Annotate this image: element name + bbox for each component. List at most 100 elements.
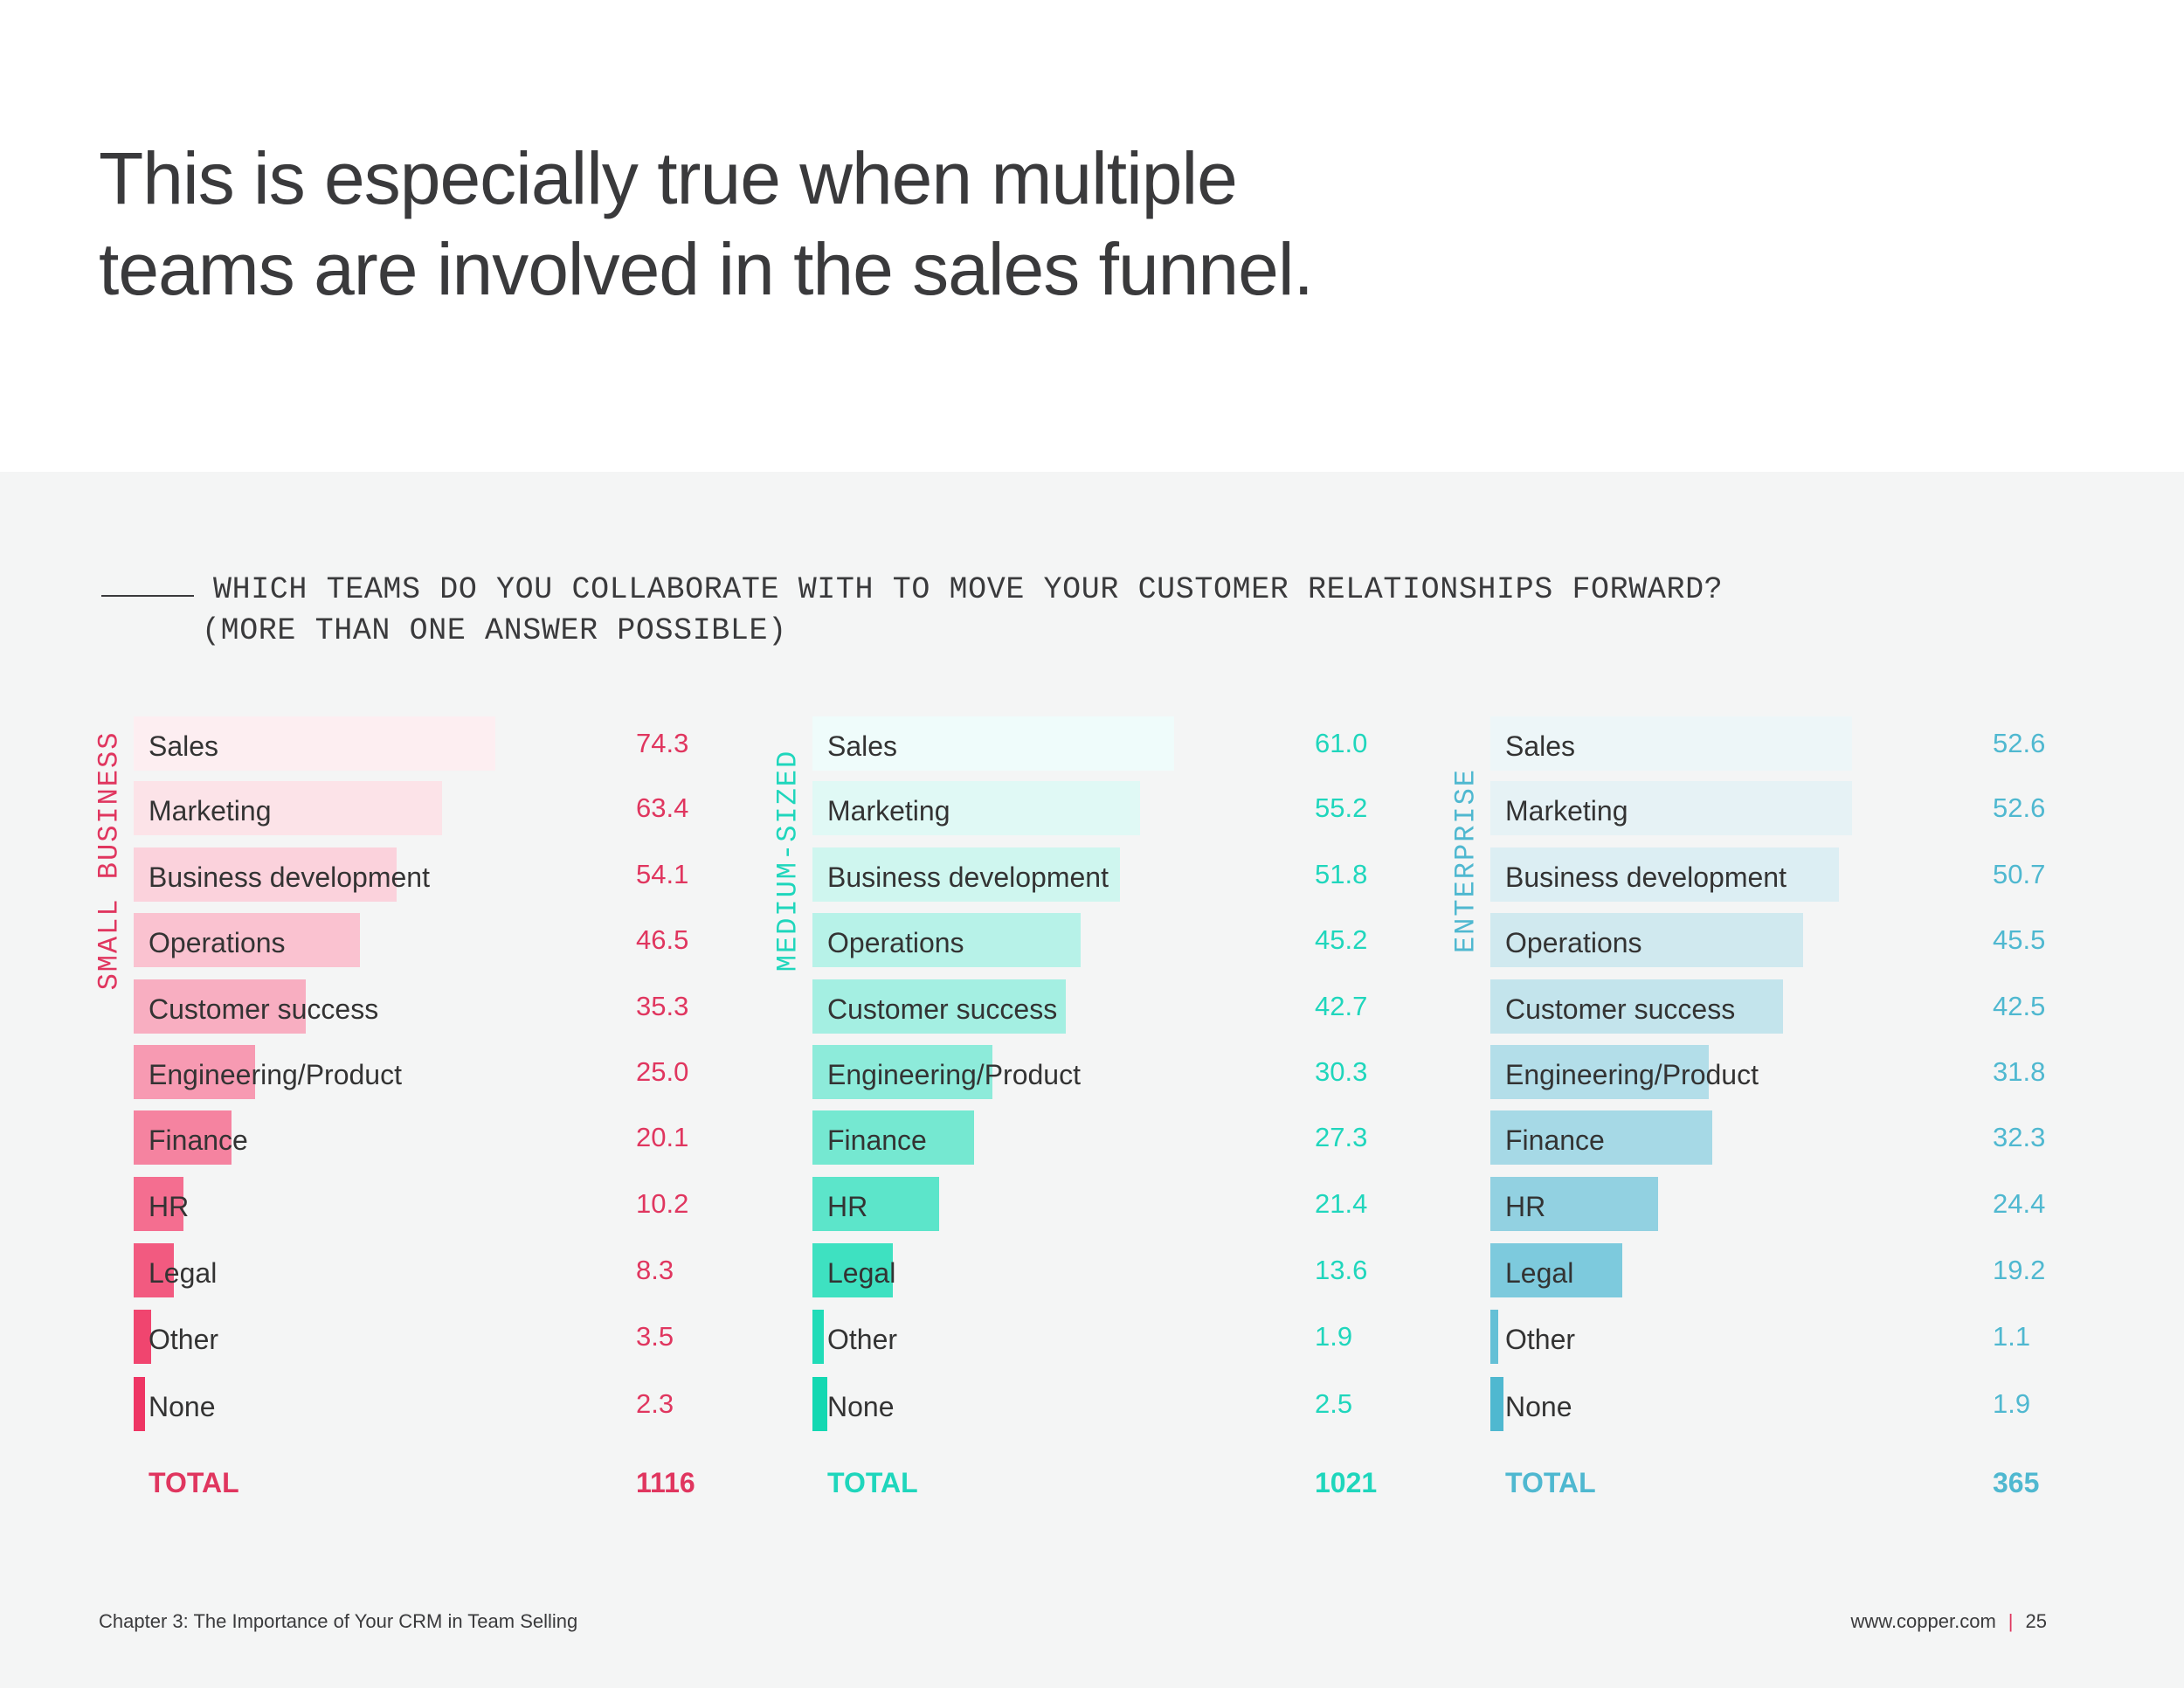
bar — [812, 979, 1066, 1034]
bar — [134, 979, 306, 1034]
category-label: Marketing — [149, 795, 272, 827]
bar-row: Sales 61.0 — [812, 716, 1476, 771]
total-label: TOTAL — [827, 1467, 918, 1498]
bar-row: Business development 50.7 — [1490, 847, 2154, 902]
bar-row: Sales 52.6 — [1490, 716, 2154, 771]
bar — [1490, 847, 1840, 902]
enterprise-chart: ENTERPRISE Sales 52.6 Marketing 52.6 Busines… — [1450, 716, 2154, 1520]
category-label: None — [149, 1391, 216, 1422]
value-label: 55.2 — [1315, 792, 1368, 823]
bar-row: Marketing 52.6 — [1490, 781, 2154, 835]
value-label: 63.4 — [636, 792, 689, 823]
category-label: Legal — [149, 1257, 218, 1289]
total-value: 1021 — [1315, 1467, 1378, 1498]
category-label: Business development — [149, 861, 430, 893]
category-label: Legal — [827, 1257, 896, 1289]
bar — [1490, 979, 1783, 1034]
bar — [1490, 716, 1852, 771]
bar — [1490, 1177, 1659, 1231]
total-row: TOTAL 1021 — [812, 1461, 1476, 1505]
value-label: 50.7 — [1993, 859, 2046, 889]
bar-row: Customer success 42.7 — [812, 979, 1476, 1034]
category-label: Other — [149, 1324, 219, 1355]
footer-right: www.copper.com | 25 — [1851, 1610, 2048, 1633]
bar — [812, 1377, 827, 1431]
bar — [1490, 1310, 1498, 1364]
bar — [134, 1045, 256, 1099]
segment-label-text: SMALL BUSINESS — [93, 730, 126, 991]
bar-row: Finance 27.3 — [812, 1110, 1476, 1165]
value-label: 13.6 — [1315, 1255, 1368, 1285]
footer-separator: | — [2008, 1610, 2014, 1632]
value-label: 8.3 — [636, 1255, 674, 1285]
bar-row: Marketing 63.4 — [134, 781, 798, 835]
value-label: 32.3 — [1993, 1122, 2046, 1152]
page-headline: This is especially true when multiple te… — [99, 133, 1496, 315]
bar-row: Customer success 35.3 — [134, 979, 798, 1034]
total-value: 1116 — [636, 1467, 695, 1498]
category-label: None — [1505, 1391, 1572, 1422]
question-rule — [101, 595, 194, 597]
category-label: Finance — [1505, 1124, 1605, 1156]
value-label: 1.9 — [1993, 1388, 2031, 1419]
bar — [134, 1177, 183, 1231]
bar — [134, 1110, 232, 1165]
value-label: 45.5 — [1993, 924, 2046, 955]
bar-row: HR 24.4 — [1490, 1177, 2154, 1231]
bar — [812, 1177, 940, 1231]
value-label: 51.8 — [1315, 859, 1368, 889]
category-label: HR — [827, 1191, 868, 1222]
bar-row: Finance 20.1 — [134, 1110, 798, 1165]
value-label: 54.1 — [636, 859, 689, 889]
value-label: 46.5 — [636, 924, 689, 955]
segment-label-text: ENTERPRISE — [1449, 767, 1482, 954]
bar — [1490, 913, 1804, 967]
bar-row: Other 3.5 — [134, 1310, 798, 1364]
bar-row: Other 1.1 — [1490, 1310, 2154, 1364]
bar-row: Operations 45.5 — [1490, 913, 2154, 967]
bar — [134, 1377, 145, 1431]
medium-sized-chart: MEDIUM-SIZED Sales 61.0 Marketing 55.2 Busin… — [772, 716, 1476, 1520]
bar-row: Operations 45.2 — [812, 913, 1476, 967]
small-business-chart: SMALL BUSINESS Sales 74.3 Marketing 63.4 Bus… — [93, 716, 798, 1520]
bar-row: HR 10.2 — [134, 1177, 798, 1231]
category-label: HR — [1505, 1191, 1546, 1222]
value-label: 20.1 — [636, 1122, 689, 1152]
bar — [134, 847, 397, 902]
category-label: Engineering/Product — [1505, 1059, 1759, 1090]
value-label: 27.3 — [1315, 1122, 1368, 1152]
bar-row: Engineering/Product 25.0 — [134, 1045, 798, 1099]
bar-row: Legal 8.3 — [134, 1243, 798, 1297]
value-label: 3.5 — [636, 1321, 674, 1352]
bar — [1490, 1243, 1623, 1297]
value-label: 61.0 — [1315, 728, 1368, 758]
category-label: Business development — [1505, 861, 1787, 893]
bar — [134, 781, 443, 835]
bar — [812, 913, 1081, 967]
value-label: 31.8 — [1993, 1056, 2046, 1087]
bar — [812, 1110, 975, 1165]
bar-row: Engineering/Product 30.3 — [812, 1045, 1476, 1099]
bar-row: Business development 54.1 — [134, 847, 798, 902]
value-label: 2.5 — [1315, 1388, 1353, 1419]
bar — [134, 1310, 151, 1364]
bar — [134, 716, 495, 771]
value-label: 1.1 — [1993, 1321, 2031, 1352]
survey-question-note: (MORE THAN ONE ANSWER POSSIBLE) — [202, 613, 787, 648]
bar-row: Finance 32.3 — [1490, 1110, 2154, 1165]
category-label: Marketing — [1505, 795, 1628, 827]
category-label: Customer success — [827, 993, 1058, 1025]
bar-row: Sales 74.3 — [134, 716, 798, 771]
value-label: 24.4 — [1993, 1188, 2046, 1219]
bar-row: None 1.9 — [1490, 1377, 2154, 1431]
footer-url[interactable]: www.copper.com — [1850, 1610, 1996, 1632]
category-label: Sales — [1505, 730, 1576, 762]
value-label: 1.9 — [1315, 1321, 1353, 1352]
category-label: Marketing — [827, 795, 950, 827]
category-label: HR — [149, 1191, 190, 1222]
total-value: 365 — [1993, 1467, 2040, 1498]
value-label: 10.2 — [636, 1188, 689, 1219]
bar-row: Customer success 42.5 — [1490, 979, 2154, 1034]
value-label: 74.3 — [636, 728, 689, 758]
bar — [812, 781, 1140, 835]
